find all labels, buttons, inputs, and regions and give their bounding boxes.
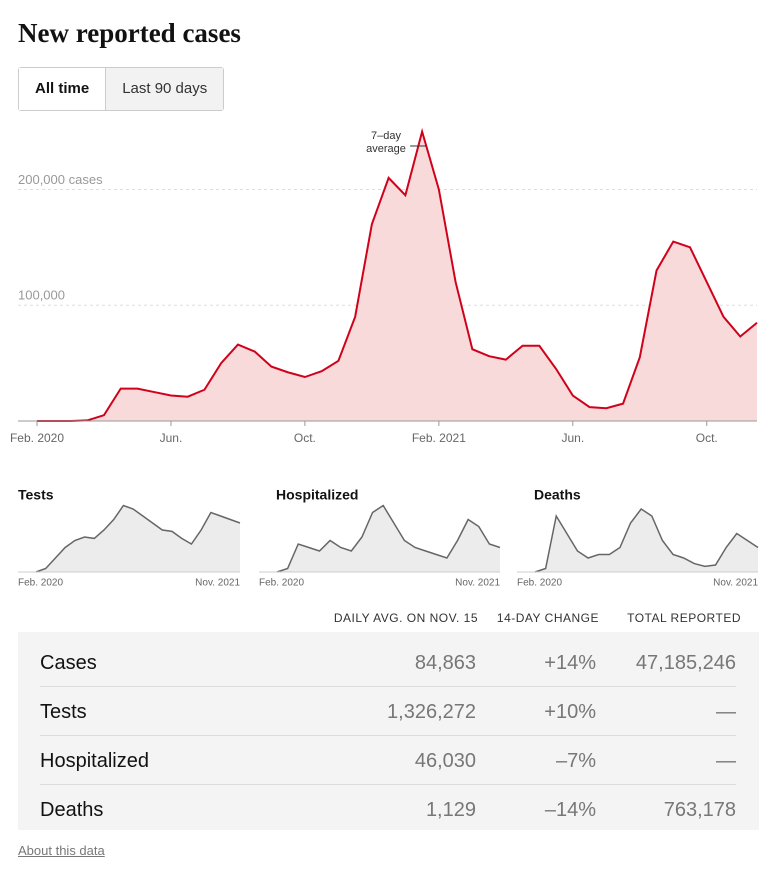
column-header: 14-DAY CHANGE (496, 611, 599, 625)
column-header: TOTAL REPORTED (627, 611, 741, 625)
x-tick-label: Feb. 2020 (10, 431, 64, 445)
y-tick-label: 100,000 (18, 288, 65, 303)
x-tick-label: Nov. 2021 (455, 578, 500, 589)
area (535, 509, 758, 572)
x-tick-label: Oct. (294, 431, 316, 445)
table-row: Hospitalized 46,030 –7% — (40, 736, 736, 785)
area (36, 505, 240, 572)
table-row: Cases 84,863 +14% 47,185,246 (40, 638, 736, 687)
cell: — (716, 750, 736, 772)
cell: 84,863 (414, 652, 476, 674)
x-tick-label: Feb. 2020 (18, 578, 63, 589)
page-title: New reported cases (18, 18, 241, 48)
column-header: DAILY AVG. ON NOV. 15 (333, 611, 478, 625)
row-label: Tests (40, 701, 87, 723)
cell: –14% (544, 799, 596, 821)
area (277, 505, 500, 572)
cell: 47,185,246 (635, 652, 736, 674)
x-tick-label: Feb. 2020 (259, 578, 304, 589)
cell: — (716, 701, 736, 723)
cell: 763,178 (663, 799, 736, 821)
cell: 1,326,272 (387, 701, 476, 723)
charts: 100,000 200,000 cases Feb. 2020 Jun. Oct. Feb… (10, 127, 759, 589)
line (37, 127, 758, 422)
x-tick-label: Nov. 2021 (713, 578, 758, 589)
tab[interactable]: Last 90 days (105, 68, 224, 110)
area (37, 131, 757, 422)
cell: –7% (555, 750, 596, 772)
line (35, 504, 241, 573)
x-tick-label: Oct. (696, 431, 718, 445)
x-tick-label: Jun. (160, 431, 183, 445)
tab[interactable]: All time (19, 68, 106, 110)
y-tick-label: 200,000 cases (18, 172, 103, 187)
cell: 1,129 (425, 799, 476, 821)
line (276, 504, 501, 573)
x-tick-label: Nov. 2021 (195, 578, 240, 589)
link[interactable]: About this data (18, 843, 105, 858)
x-tick-label: Feb. 2020 (517, 578, 562, 589)
row-label: Hospitalized (40, 750, 149, 772)
tab-group: All time Last 90 days (18, 67, 225, 111)
x-tick-label: Jun. (561, 431, 584, 445)
row-label: Deaths (40, 799, 104, 821)
x-tick-label: Feb. 2021 (412, 431, 466, 445)
cell: +10% (544, 701, 596, 723)
table-row: Tests 1,326,272 +10% — (40, 687, 736, 736)
line (534, 507, 759, 573)
chart-title: Tests (18, 487, 54, 503)
table-row: Deaths 1,129 –14% 763,178 (40, 785, 736, 833)
annotation: 7–day average (366, 130, 406, 155)
chart-title: Hospitalized (276, 487, 358, 503)
chart-title: Deaths (534, 487, 581, 503)
cell: 46,030 (414, 750, 476, 772)
row-label: Cases (40, 652, 97, 674)
table: Cases 84,863 +14% 47,185,246 Tests 1,326,272 +… (18, 632, 759, 830)
cell: +14% (544, 652, 596, 674)
